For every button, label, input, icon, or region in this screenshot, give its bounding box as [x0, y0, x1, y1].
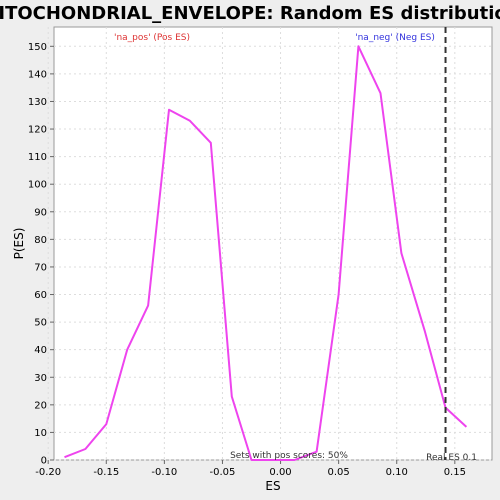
x-tick-label: 0.10 [386, 467, 408, 478]
x-tick-label: -0.10 [151, 467, 177, 478]
y-tick-label: 70 [34, 262, 47, 273]
x-tick-label: 0.00 [269, 467, 291, 478]
real-es-label: Real ES 0.1 [426, 453, 477, 463]
pos-es-label: 'na_pos' (Pos ES) [114, 33, 190, 43]
series [64, 45, 468, 461]
chart-title: MITOCHONDRIAL_ENVELOPE: Random ES distri… [0, 3, 500, 24]
x-tick-label: 0.05 [328, 467, 350, 478]
distribution-line [64, 45, 468, 461]
y-tick-label: 100 [28, 180, 47, 191]
y-tick-label: 90 [34, 207, 47, 218]
y-tick-label: 130 [28, 97, 47, 108]
pos-scores-note: Sets with pos scores: 50% [230, 451, 348, 461]
y-tick-label: 50 [34, 318, 47, 329]
y-tick-label: 10 [34, 428, 47, 439]
x-tick-label: -0.05 [210, 467, 236, 478]
y-tick-label: 150 [28, 42, 47, 53]
plot-area [53, 26, 493, 461]
axes: 0 10 20 30 40 50 60 70 80 90 100 110 120 130 140 150 -0.… [28, 42, 466, 478]
y-tick-label: 60 [34, 290, 47, 301]
neg-es-label: 'na_neg' (Neg ES) [355, 33, 435, 43]
x-tick-label: 0.15 [444, 467, 466, 478]
y-tick-label: 40 [34, 345, 47, 356]
x-tick-label: -0.20 [35, 467, 61, 478]
y-tick-label: 140 [28, 69, 47, 80]
y-tick-label: 0 [41, 456, 47, 467]
x-axis-label: ES [265, 479, 280, 493]
y-tick-label: 120 [28, 125, 47, 136]
grid [47, 27, 492, 461]
x-tick-label: -0.15 [93, 467, 119, 478]
y-tick-label: 110 [28, 152, 47, 163]
y-tick-label: 80 [34, 235, 47, 246]
y-tick-label: 20 [34, 400, 47, 411]
y-tick-label: 30 [34, 373, 47, 384]
y-axis-label: P(ES) [12, 228, 26, 260]
